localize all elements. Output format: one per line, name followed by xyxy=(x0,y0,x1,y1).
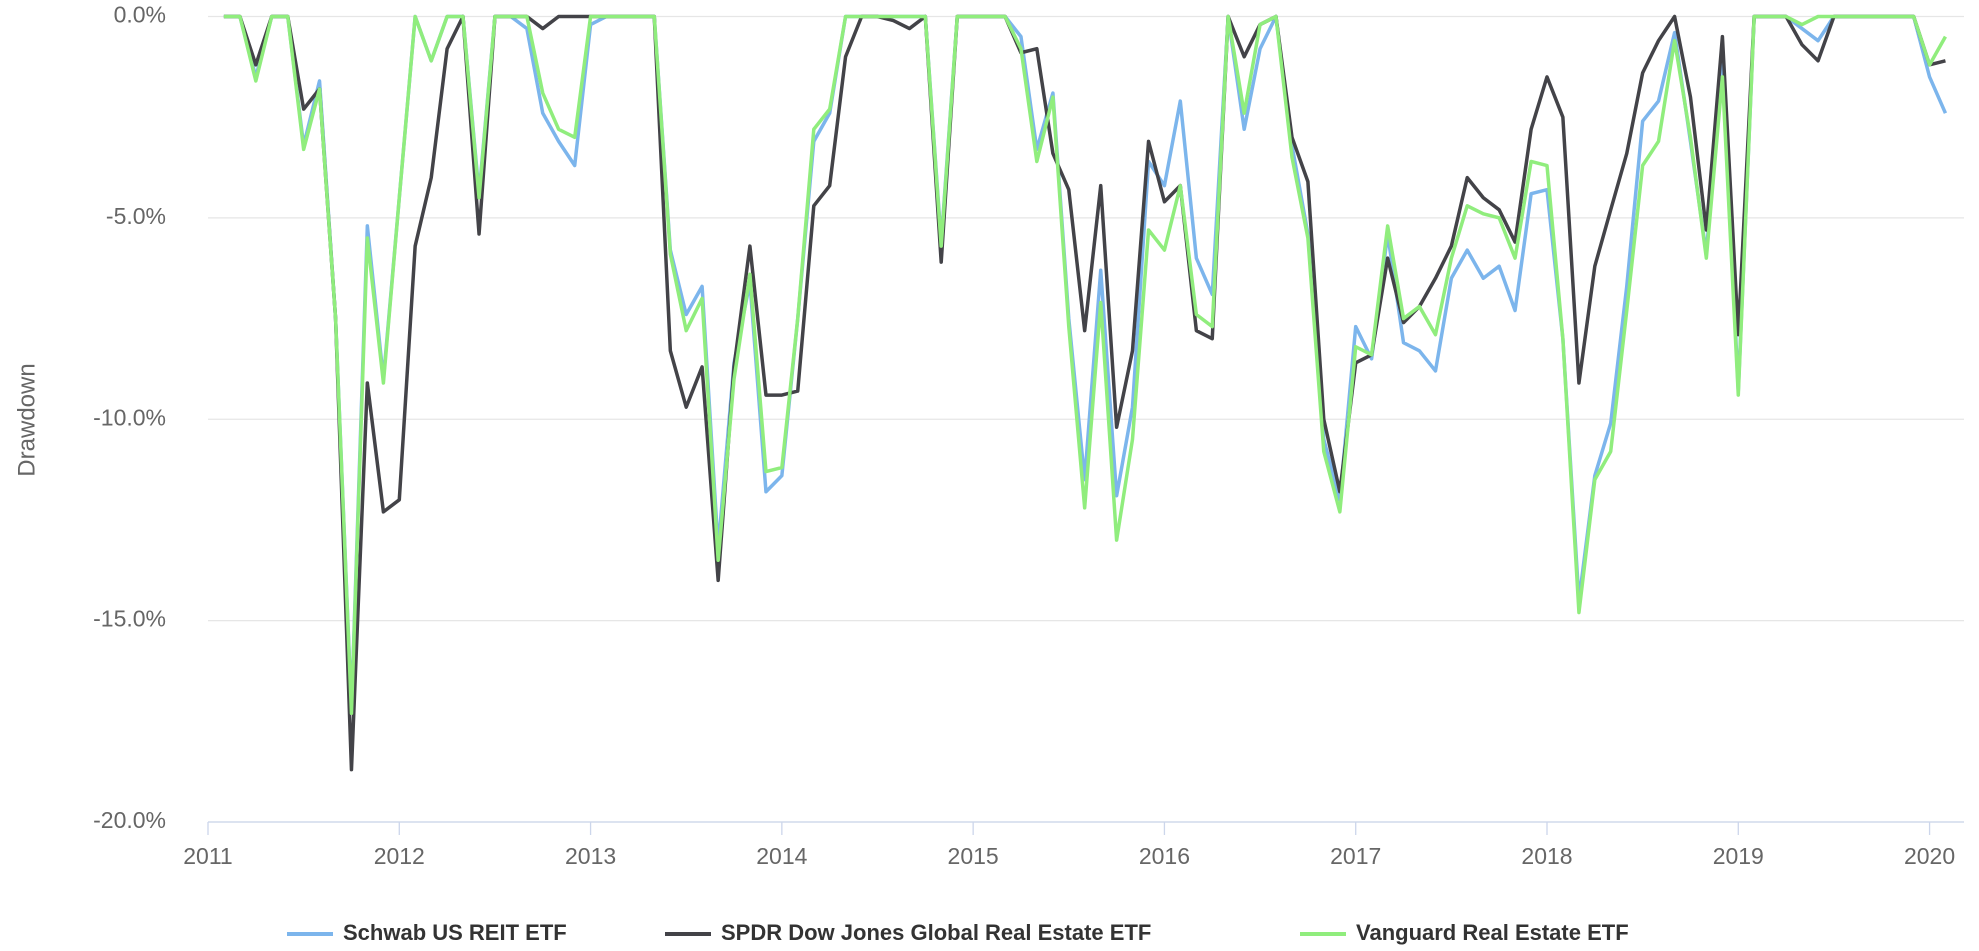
x-tick-label: 2012 xyxy=(374,843,425,869)
x-tick-label: 2011 xyxy=(183,843,232,869)
x-tick-label: 2017 xyxy=(1330,843,1381,869)
legend-label[interactable]: SPDR Dow Jones Global Real Estate ETF xyxy=(721,920,1151,945)
x-tick-label: 2016 xyxy=(1139,843,1190,869)
x-tick-label: 2020 xyxy=(1904,843,1955,869)
y-tick-label: -15.0% xyxy=(93,606,166,632)
x-tick-label: 2014 xyxy=(756,843,807,869)
x-tick-label: 2013 xyxy=(565,843,616,869)
y-tick-label: -10.0% xyxy=(93,404,166,430)
legend-label[interactable]: Schwab US REIT ETF xyxy=(343,920,567,945)
x-tick-label: 2018 xyxy=(1521,843,1572,869)
y-tick-label: -5.0% xyxy=(106,203,166,229)
y-tick-label: 0.0% xyxy=(114,2,166,28)
y-axis-label: Drawdown xyxy=(13,363,40,476)
x-tick-label: 2015 xyxy=(948,843,999,869)
series-line xyxy=(223,14,1947,716)
x-tick-label: 2019 xyxy=(1713,843,1764,869)
legend-label[interactable]: Vanguard Real Estate ETF xyxy=(1356,920,1629,945)
y-tick-label: -20.0% xyxy=(93,807,166,833)
